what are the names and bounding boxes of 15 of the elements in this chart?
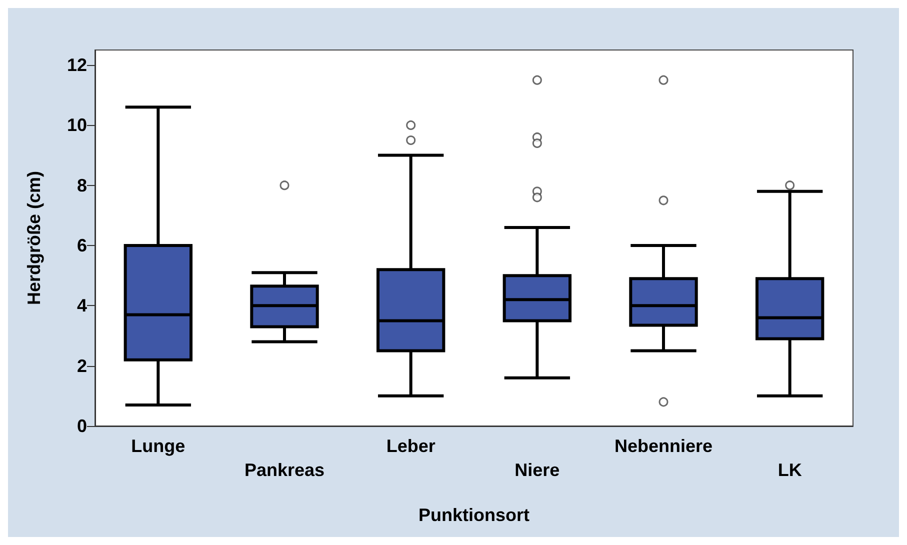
x-tick-label: LK bbox=[778, 460, 802, 480]
y-tick-label: 8 bbox=[76, 175, 87, 196]
y-axis-title: Herdgröße (cm) bbox=[24, 170, 44, 306]
y-tick-label: 6 bbox=[76, 236, 87, 256]
x-tick-label: Pankreas bbox=[244, 460, 325, 480]
y-tick-label: 12 bbox=[66, 55, 87, 76]
y-tick-label: 4 bbox=[76, 296, 87, 316]
y-tick-label: 2 bbox=[76, 356, 87, 376]
y-tick-label: 0 bbox=[76, 416, 87, 436]
x-tick-label: Leber bbox=[386, 436, 436, 456]
x-tick-label: Lunge bbox=[131, 436, 186, 456]
y-tick-label: 10 bbox=[66, 115, 87, 136]
x-tick-label: Niere bbox=[514, 460, 560, 480]
x-tick-label: Nebenniere bbox=[614, 436, 713, 456]
x-axis-title: Punktionsort bbox=[418, 505, 530, 525]
